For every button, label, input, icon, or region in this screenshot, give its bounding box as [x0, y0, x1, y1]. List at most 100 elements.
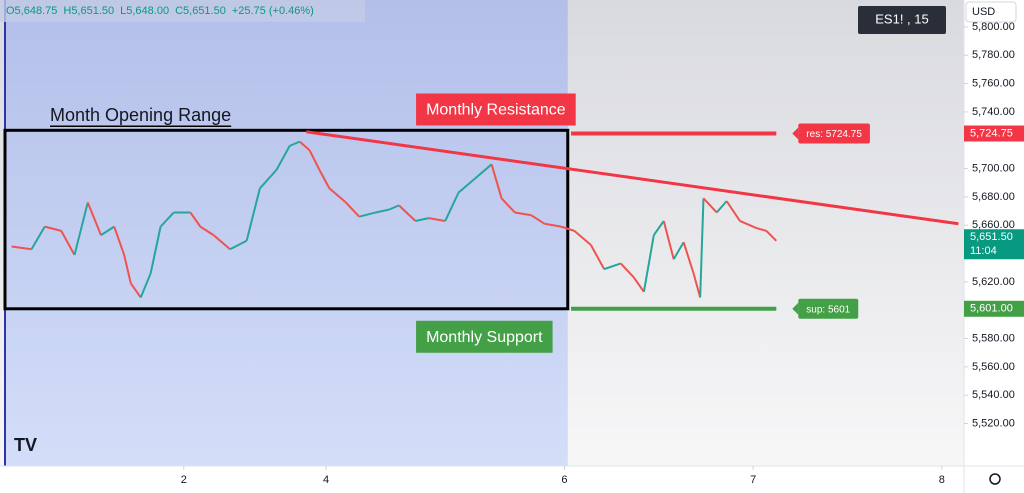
x-tick-label: 6 — [561, 474, 567, 486]
price-segment — [245, 188, 261, 242]
price-segment — [30, 226, 46, 250]
session-shade — [5, 0, 568, 466]
price-tag-label: 5,601.00 — [970, 303, 1013, 315]
price-segment — [699, 198, 705, 298]
price-segment — [398, 204, 417, 222]
price-segment — [702, 197, 718, 214]
y-tick-label: 5,760.00 — [972, 77, 1015, 89]
price-segment — [100, 225, 115, 236]
price-segment — [725, 200, 741, 222]
price-segment — [490, 164, 503, 199]
y-tick-label: 5,560.00 — [972, 361, 1015, 373]
level-title: Monthly Resistance — [426, 102, 566, 119]
y-tick-label: 5,780.00 — [972, 49, 1015, 61]
price-segment — [375, 208, 390, 214]
y-tick-label: 5,800.00 — [972, 21, 1015, 33]
currency-button[interactable] — [965, 1, 1017, 23]
range-box — [3, 128, 570, 311]
price-tag-label: 5,651.50 — [970, 231, 1013, 243]
x-tick-label: 8 — [939, 474, 945, 486]
x-tick-label: 4 — [323, 474, 329, 486]
header-item: H5,651.50 — [63, 5, 114, 17]
price-segment — [388, 204, 400, 211]
price-segment — [129, 282, 142, 299]
y-tick-label: 5,580.00 — [972, 332, 1015, 344]
price-segment — [428, 217, 446, 222]
y-tick-label: 5,520.00 — [972, 417, 1015, 429]
price-segment — [44, 225, 62, 232]
price-tag — [964, 229, 1024, 260]
header-item: +25.75 (+0.46%) — [232, 5, 314, 17]
price-segment — [259, 169, 278, 190]
price-segment — [345, 201, 360, 218]
price-segment — [444, 192, 460, 222]
level-title: Monthly Support — [426, 329, 543, 346]
price-segment — [560, 225, 575, 232]
price-segment — [633, 277, 645, 293]
x-tick-label: 2 — [181, 474, 187, 486]
price-segment — [514, 211, 532, 217]
price-tag-sublabel: 11:04 — [970, 245, 997, 257]
price-segment — [73, 202, 89, 256]
price-segment — [199, 225, 215, 236]
level-tag-arrow — [792, 127, 799, 140]
currency[interactable]: USD — [972, 6, 995, 18]
logo: TV — [14, 435, 37, 455]
level-callout — [416, 93, 576, 126]
price-segment — [715, 200, 728, 214]
price-segment — [298, 140, 311, 151]
price-segment — [653, 220, 665, 236]
price-segment — [275, 145, 291, 171]
price-segment — [123, 254, 132, 284]
symbol-box — [858, 6, 946, 34]
price-segment — [672, 241, 685, 260]
header-item: L5,648.00 — [120, 5, 169, 17]
price-segment — [328, 187, 347, 204]
level-callout — [416, 320, 553, 353]
y-tick-label: 5,660.00 — [972, 219, 1015, 231]
y-tick-label: 5,620.00 — [972, 276, 1015, 288]
symbol: ES1! , 15 — [875, 11, 928, 26]
price-segment — [682, 241, 695, 274]
price-segment — [662, 220, 675, 260]
price-segment — [189, 211, 202, 228]
price-segment — [756, 227, 767, 232]
price-segment — [544, 222, 562, 228]
y-tick-label: 5,740.00 — [972, 106, 1015, 118]
time-axis — [0, 466, 1024, 493]
price-segment — [318, 169, 331, 189]
price-segment — [229, 239, 248, 251]
level-tag — [798, 123, 870, 144]
price-segment — [358, 211, 377, 218]
price-segment — [573, 230, 592, 246]
price-segment — [415, 217, 429, 222]
price-segment — [212, 234, 231, 251]
level-tag — [798, 298, 859, 319]
price-segment — [86, 202, 102, 236]
price-tag — [964, 125, 1024, 142]
range-label: Month Opening Range — [50, 105, 231, 125]
price-segment — [139, 272, 152, 298]
trend-line — [306, 130, 959, 226]
price-tag — [964, 300, 1024, 317]
x-tick-label: 7 — [750, 474, 756, 486]
price-segment — [60, 230, 76, 256]
level-tag-text: res: 5724.75 — [806, 129, 862, 140]
settings-icon[interactable] — [989, 473, 1001, 485]
y-tick-label: 5,540.00 — [972, 389, 1015, 401]
price-segment — [11, 245, 32, 251]
price-segment — [308, 149, 321, 171]
price-segment — [474, 163, 493, 180]
price-segment — [642, 234, 655, 292]
level-tag-text: sup: 5601 — [806, 304, 850, 315]
price-tag-label: 5,724.75 — [970, 127, 1013, 139]
price-segment — [765, 230, 778, 242]
price-segment — [500, 197, 516, 214]
price-segment — [289, 140, 301, 147]
y-tick-label: 5,700.00 — [972, 162, 1015, 174]
price-segment — [739, 220, 757, 229]
price-segment — [603, 262, 622, 271]
price-segment — [619, 262, 635, 279]
level-tag-arrow — [792, 302, 799, 315]
